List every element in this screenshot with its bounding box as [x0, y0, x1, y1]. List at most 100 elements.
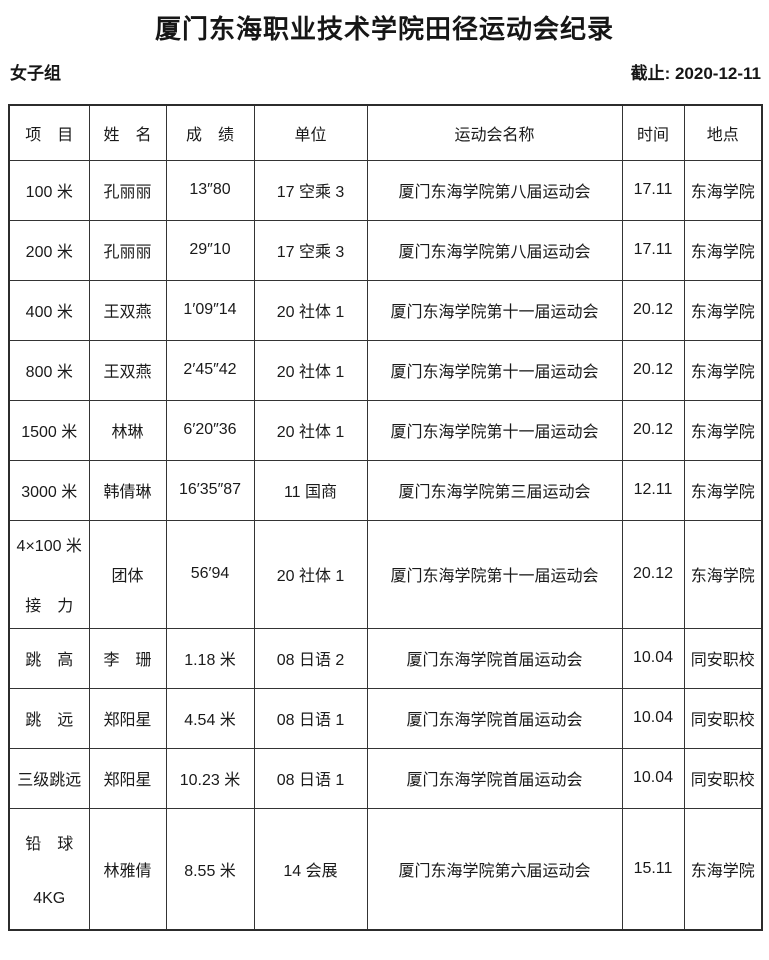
- cell-name: 林琳: [88, 399, 167, 461]
- cell-name: 郑阳星: [88, 687, 167, 749]
- cell-place: 东海学院: [683, 807, 763, 931]
- cell-place: 同安职校: [683, 687, 763, 749]
- records-body: 100 米孔丽丽 13″80 17 空乘 3 厦门东海学院第八届运动会 17.11 东海学…: [8, 159, 763, 931]
- deadline-label: 截止: 2020-12-11: [630, 64, 761, 83]
- cell-event: 三级跳远: [8, 747, 90, 809]
- table-row: 三级跳远 郑阳星 10.23 米 08 日语 1 厦门东海学院首届运动会 10.04 同安职…: [8, 747, 763, 809]
- table-row: 3000 米韩倩琳 16′35″87 11 国商 厦门东海学院第三届运动会 12.11 东…: [8, 459, 763, 521]
- event-line: 铅 球: [25, 835, 74, 853]
- header-row: 项 目 姓 名 成 绩 单位 运动会名称 时间 地点: [8, 104, 763, 161]
- cell-result: 56′94: [165, 519, 255, 629]
- event-line: 4KG: [33, 889, 66, 907]
- table-row: 跳 远郑阳星 4.54 米 08 日语 1 厦门东海学院首届运动会 10.04 同安职校: [8, 687, 763, 749]
- cell-unit: 08 日语 1: [253, 747, 368, 809]
- cell-name: 孔丽丽: [88, 219, 167, 281]
- table-row: 1500 米林琳 6′20″36 20 社体 1 厦门东海学院第十一届运动会 20.12…: [8, 399, 763, 461]
- cell-time: 10.04: [621, 687, 685, 749]
- cell-place: 东海学院: [683, 339, 763, 401]
- records-table: 项 目 姓 名 成 绩 单位 运动会名称 时间 地点 100 米孔丽丽 13″80…: [8, 104, 763, 931]
- cell-place: 同安职校: [683, 627, 763, 689]
- cell-unit: 08 日语 2: [253, 627, 368, 689]
- cell-result: 2′45″42: [165, 339, 255, 401]
- cell-name: 李 珊: [88, 627, 167, 689]
- cell-unit: 20 社体 1: [253, 519, 368, 629]
- cell-event: 200 米: [8, 219, 90, 281]
- event-line: 1500 米: [21, 424, 78, 441]
- column-header-unit: 单位: [253, 104, 368, 161]
- cell-event: 3000 米: [8, 459, 90, 521]
- cell-event: 400 米: [8, 279, 90, 341]
- cell-name: 韩倩琳: [88, 459, 167, 521]
- column-header-place: 地点: [683, 104, 763, 161]
- cell-name: 郑阳星: [88, 747, 167, 809]
- cell-unit: 08 日语 1: [253, 687, 368, 749]
- cell-result: 16′35″87: [165, 459, 255, 521]
- page-title: 厦门东海职业技术学院田径运动会纪录: [154, 14, 614, 44]
- cell-meet: 厦门东海学院第八届运动会: [366, 219, 623, 281]
- cell-meet: 厦门东海学院第十一届运动会: [366, 279, 623, 341]
- cell-time: 12.11: [621, 459, 685, 521]
- cell-time: 20.12: [621, 519, 685, 629]
- cell-time: 10.04: [621, 627, 685, 689]
- cell-event: 800 米: [8, 339, 90, 401]
- cell-time: 17.11: [621, 219, 685, 281]
- column-header-result: 成 绩: [165, 104, 255, 161]
- cell-place: 东海学院: [683, 459, 763, 521]
- table-row: 800 米王双燕 2′45″42 20 社体 1 厦门东海学院第十一届运动会 20.12…: [8, 339, 763, 401]
- table-row: 4×100 米接 力团体 56′94 20 社体 1 厦门东海学院第十一届运动会 20.…: [8, 519, 763, 629]
- event-line: 接 力: [25, 598, 74, 615]
- records-header: 项 目 姓 名 成 绩 单位 运动会名称 时间 地点: [8, 104, 763, 161]
- cell-name: 王双燕: [88, 339, 167, 401]
- cell-time: 15.11: [621, 807, 685, 931]
- cell-time: 20.12: [621, 279, 685, 341]
- event-line: 200 米: [25, 244, 73, 261]
- cell-result: 6′20″36: [165, 399, 255, 461]
- cell-place: 东海学院: [683, 279, 763, 341]
- cell-unit: 14 会展: [253, 807, 368, 931]
- cell-result: 29″10: [165, 219, 255, 281]
- column-header-event: 项 目: [8, 104, 90, 161]
- table-row: 200 米孔丽丽 29″10 17 空乘 3 厦门东海学院第八届运动会 17.11 东海学…: [8, 219, 763, 281]
- table-row: 跳 高李 珊 1.18 米 08 日语 2 厦门东海学院首届运动会 10.04 同安职校: [8, 627, 763, 689]
- cell-time: 20.12: [621, 399, 685, 461]
- cell-event: 1500 米: [8, 399, 90, 461]
- cell-meet: 厦门东海学院第八届运动会: [366, 159, 623, 221]
- cell-name: 孔丽丽: [88, 159, 167, 221]
- cell-place: 东海学院: [683, 159, 763, 221]
- cell-time: 17.11: [621, 159, 685, 221]
- table-row: 铅 球 4KG 林雅倩 8.55 米 14 会展 厦门东海学院第六届运动会 15.11 东海学…: [8, 807, 763, 931]
- event-line: 跳 高: [25, 652, 74, 669]
- cell-result: 8.55 米: [165, 807, 255, 931]
- cell-result: 4.54 米: [165, 687, 255, 749]
- event-line: 100 米: [25, 184, 73, 201]
- cell-place: 东海学院: [683, 219, 763, 281]
- cell-event: 铅 球 4KG: [8, 807, 90, 931]
- cell-event: 100 米: [8, 159, 90, 221]
- cell-unit: 17 空乘 3: [253, 219, 368, 281]
- cell-unit: 17 空乘 3: [253, 159, 368, 221]
- cell-meet: 厦门东海学院首届运动会: [366, 627, 623, 689]
- cell-place: 东海学院: [683, 399, 763, 461]
- cell-meet: 厦门东海学院第三届运动会: [366, 459, 623, 521]
- cell-result: 1.18 米: [165, 627, 255, 689]
- cell-meet: 厦门东海学院首届运动会: [366, 747, 623, 809]
- cell-time: 10.04: [621, 747, 685, 809]
- event-line: 400 米: [25, 304, 73, 321]
- cell-event: 跳 远: [8, 687, 90, 749]
- group-label: 女子组: [10, 64, 61, 83]
- cell-name: 团体: [88, 519, 167, 629]
- cell-meet: 厦门东海学院首届运动会: [366, 687, 623, 749]
- table-row: 400 米王双燕 1′09″14 20 社体 1 厦门东海学院第十一届运动会 20.12…: [8, 279, 763, 341]
- cell-unit: 20 社体 1: [253, 339, 368, 401]
- cell-meet: 厦门东海学院第十一届运动会: [366, 399, 623, 461]
- event-line: 三级跳远: [17, 772, 82, 789]
- column-header-time: 时间: [621, 104, 685, 161]
- event-line: 4×100 米: [16, 538, 82, 555]
- cell-event: 4×100 米接 力: [8, 519, 90, 629]
- cell-place: 同安职校: [683, 747, 763, 809]
- cell-event: 跳 高: [8, 627, 90, 689]
- cell-name: 王双燕: [88, 279, 167, 341]
- event-line: 800 米: [25, 364, 73, 381]
- cell-unit: 20 社体 1: [253, 399, 368, 461]
